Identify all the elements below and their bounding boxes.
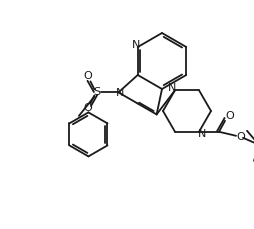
- Text: O: O: [83, 104, 91, 113]
- Text: N: N: [197, 129, 205, 139]
- Text: N: N: [167, 83, 176, 93]
- Text: N: N: [131, 40, 139, 50]
- Text: S: S: [92, 87, 100, 97]
- Text: O: O: [225, 111, 233, 121]
- Text: O: O: [83, 71, 91, 81]
- Text: O: O: [236, 132, 244, 142]
- Text: N: N: [116, 88, 124, 98]
